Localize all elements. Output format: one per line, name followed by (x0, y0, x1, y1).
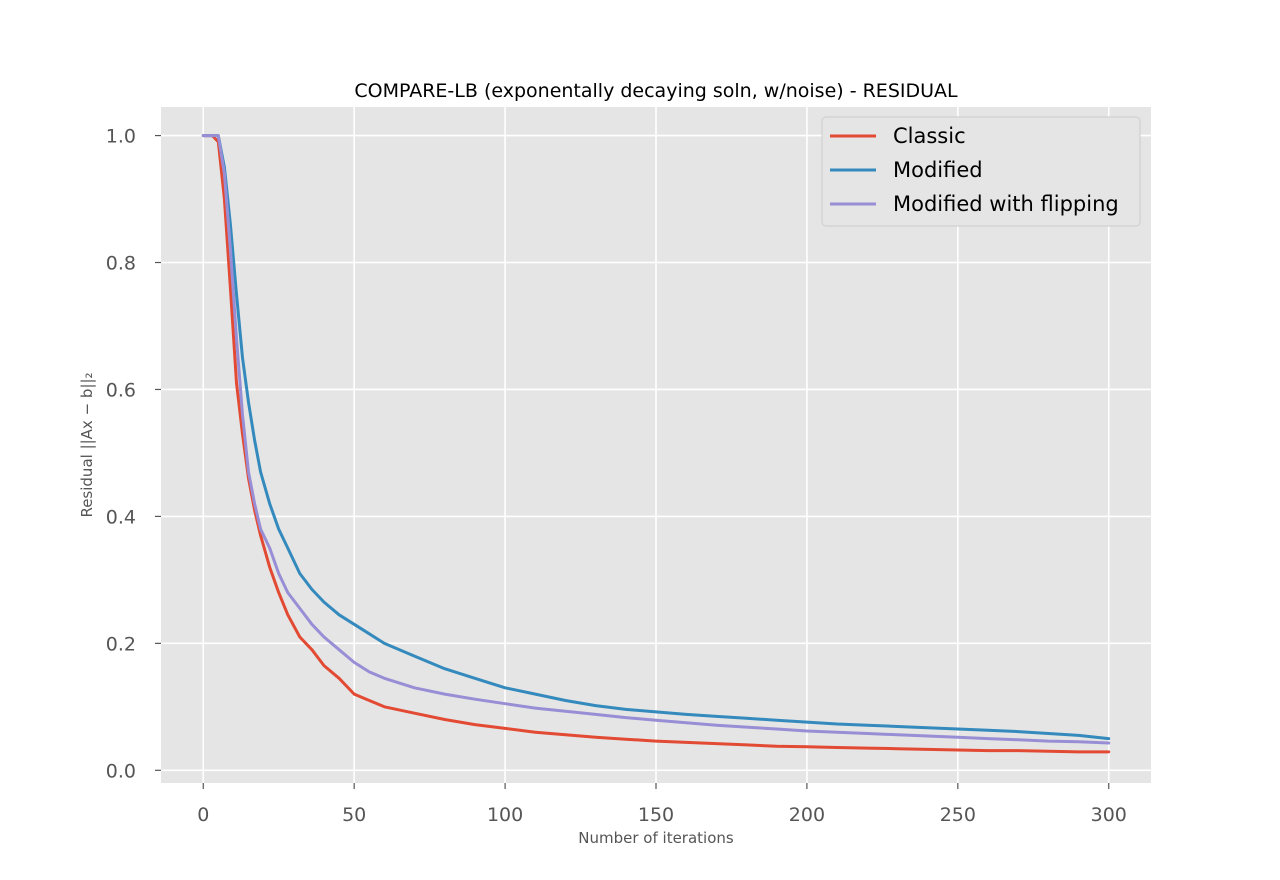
y-axis-title: Residual ||Ax − b||₂ (78, 372, 96, 517)
series-lines (201, 134, 1111, 754)
chart-title: COMPARE-LB (exponentally decaying soln, … (354, 80, 958, 102)
y-tick-label: 0.6 (106, 379, 136, 401)
legend-label: Classic (893, 124, 966, 148)
x-axis-title: Number of iterations (578, 829, 734, 847)
y-tick-label: 1.0 (106, 126, 136, 148)
x-tick-label: 200 (789, 804, 825, 826)
series-line-2 (201, 134, 1111, 741)
x-tick-label: 0 (197, 804, 209, 826)
y-tick-label: 0.4 (106, 506, 136, 528)
x-tick-label: 150 (638, 804, 674, 826)
y-tick-label: 0.8 (106, 253, 136, 275)
legend-label: Modified with flipping (893, 192, 1119, 216)
series-line-3 (201, 134, 1111, 745)
x-tick-label: 50 (342, 804, 366, 826)
legend-label: Modified (893, 158, 983, 182)
x-tick-label: 100 (487, 804, 523, 826)
legend: Classic Modified Modified with flipping (821, 116, 1141, 227)
y-tick-label: 0.0 (106, 760, 136, 782)
legend-box (821, 116, 1141, 227)
axis-ticks: 0 50 100 150 200 250 300 0.0 0.2 0.4 0.6 0.8 1.0 (106, 126, 1127, 826)
grid-lines (161, 107, 1151, 783)
y-tick-label: 0.2 (106, 633, 136, 655)
x-tick-label: 300 (1091, 804, 1127, 826)
x-tick-label: 250 (940, 804, 976, 826)
